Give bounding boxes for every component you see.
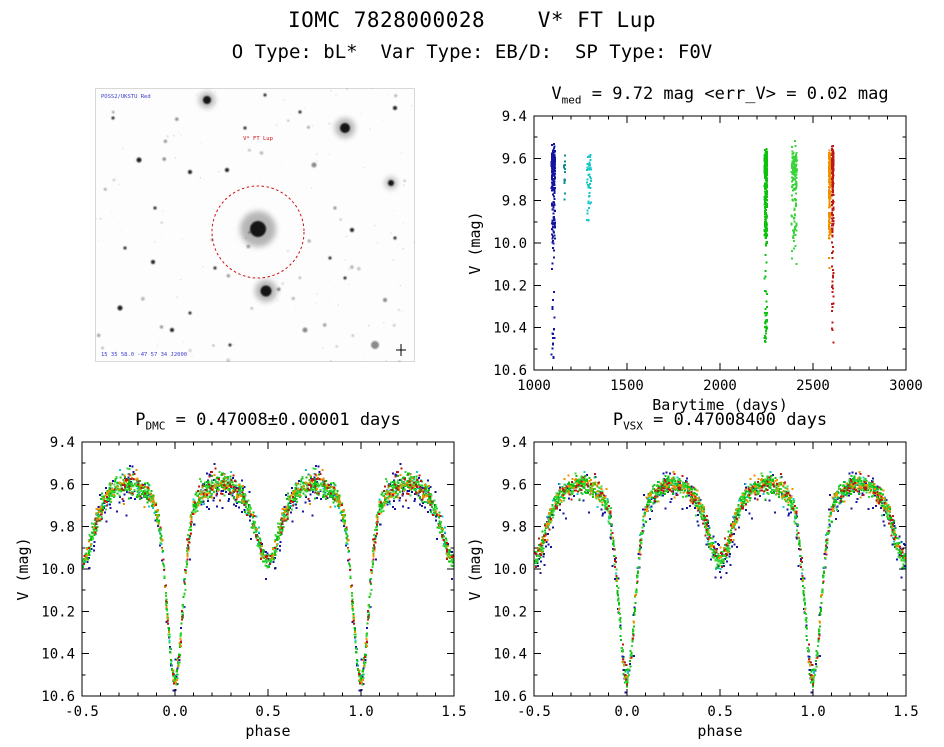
- phase-dmc-title: PDMC = 0.47008±0.00001 days: [82, 410, 454, 432]
- x-tick-label: -0.5: [517, 704, 551, 720]
- x-tick-label: 1.0: [348, 704, 373, 720]
- finder-survey-label: POSS2/UKSTU Red: [101, 94, 151, 100]
- x-tick-label: 1500: [610, 378, 644, 394]
- x-tick-label: 1.5: [893, 704, 918, 720]
- x-tick-label: -0.5: [65, 704, 99, 720]
- phase_vsx-labels: -0.5 0.0 0.5 1.0 1.5 9.4 9.6 9.8 10.0 10.2 10.4 10.…: [466, 435, 919, 740]
- x-tick-label: 2000: [703, 378, 737, 394]
- phase-vsx-panel: PVSX = 0.47008400 days -0.5 0.0 0.5 1.0 1.5 9…: [462, 410, 922, 744]
- y-tick-label: 10.4: [493, 647, 527, 663]
- phase-vsx-plot: -0.5 0.0 0.5 1.0 1.5 9.4 9.6 9.8 10.0 10.2 10.4 10.…: [466, 435, 919, 740]
- finder-scale-mark: [396, 344, 406, 356]
- y-tick-label: 10.6: [41, 689, 75, 705]
- y-tick-label: 10.0: [493, 236, 527, 252]
- title-var: P: [612, 410, 624, 430]
- x-tick-label: 1.0: [800, 704, 825, 720]
- x-axis-label: phase: [697, 722, 742, 740]
- x-tick-label: 0.0: [162, 704, 187, 720]
- title-var: V: [551, 84, 562, 104]
- barytime-points: [550, 140, 835, 360]
- finder-coords-label: 15 35 58.0 -47 57 34 J2000: [101, 352, 187, 358]
- x-tick-label: 1.5: [441, 704, 466, 720]
- finder-panel: V* FT Lup POSS2/UKSTU Red 15 35 58.0 -47…: [95, 88, 416, 366]
- y-tick-label: 9.4: [502, 435, 527, 451]
- phase-dmc-panel: PDMC = 0.47008±0.00001 days -0.5 0.0 0.5 1.…: [10, 410, 470, 744]
- title-subscript: DMC: [145, 419, 166, 433]
- phase-vsx-title: PVSX = 0.47008400 days: [534, 410, 906, 432]
- title-var: P: [135, 410, 146, 430]
- y-tick-label: 9.8: [502, 194, 527, 210]
- page-title: IOMC 7828000028 V* FT Lup: [287, 8, 656, 32]
- barytime-axes: [533, 115, 907, 371]
- y-tick-label: 9.6: [502, 151, 527, 167]
- y-tick-label: 10.0: [493, 562, 527, 578]
- x-axis-label: Barytime (days): [652, 396, 787, 414]
- y-tick-label: 9.6: [502, 477, 527, 493]
- y-axis-label: V (mag): [466, 537, 484, 600]
- phase-dmc-plot: -0.5 0.0 0.5 1.0 1.5 9.4 9.6 9.8 10.0 10.2 10.4 10.…: [14, 435, 467, 740]
- x-tick-label: 2500: [796, 378, 830, 394]
- y-tick-label: 9.8: [502, 520, 527, 536]
- y-tick-label: 10.4: [41, 647, 75, 663]
- phase_dmc-points: [82, 463, 454, 692]
- phase_dmc-axes: [81, 441, 455, 697]
- finder-chart: V* FT Lup POSS2/UKSTU Red 15 35 58.0 -47…: [95, 88, 416, 363]
- page-subtitle: O Type: bL* Var Type: EB/D: SP Type: F0V: [231, 41, 713, 63]
- x-tick-label: 0.5: [707, 704, 732, 720]
- x-tick-label: 1000: [517, 378, 551, 394]
- y-tick-label: 9.8: [50, 520, 75, 536]
- y-axis-label: V (mag): [466, 211, 484, 274]
- x-tick-label: 0.5: [255, 704, 280, 720]
- barytime-labels: 1000 1500 2000 2500 3000 9.4 9.6 9.8 10.0 10.2 10.…: [466, 109, 923, 414]
- barytime-plot: 1000 1500 2000 2500 3000 9.4 9.6 9.8 10.0 10.2 10.…: [466, 109, 923, 414]
- title-subscript: med: [561, 93, 582, 107]
- y-tick-label: 10.2: [493, 604, 527, 620]
- title-text: = 0.47008400 days: [642, 410, 828, 430]
- star-field: [95, 88, 416, 363]
- y-tick-label: 10.2: [41, 604, 75, 620]
- y-tick-label: 10.4: [493, 321, 527, 337]
- phase_dmc-labels: -0.5 0.0 0.5 1.0 1.5 9.4 9.6 9.8 10.0 10.2 10.4 10.…: [14, 435, 467, 740]
- title-text: = 0.47008±0.00001 days: [165, 410, 401, 430]
- x-tick-label: 3000: [889, 378, 922, 394]
- barytime-title: Vmed = 9.72 mag <err_V> = 0.02 mag: [534, 84, 906, 106]
- x-axis-label: phase: [245, 722, 290, 740]
- photometry-aperture-circle: [211, 185, 305, 279]
- x-tick-label: 0.0: [614, 704, 639, 720]
- y-tick-label: 10.6: [493, 689, 527, 705]
- y-axis-label: V (mag): [14, 537, 32, 600]
- y-tick-label: 9.6: [50, 477, 75, 493]
- finder-target-label: V* FT Lup: [243, 136, 273, 142]
- y-tick-label: 9.4: [502, 109, 527, 125]
- title-subscript: VSX: [623, 419, 643, 433]
- y-tick-label: 9.4: [50, 435, 75, 451]
- phase_vsx-points: [534, 470, 906, 694]
- title-text: = 9.72 mag <err_V> = 0.02 mag: [581, 84, 889, 104]
- y-tick-label: 10.0: [41, 562, 75, 578]
- phase_vsx-axes: [533, 441, 907, 697]
- barytime-panel: Vmed = 9.72 mag <err_V> = 0.02 mag 1000 1…: [462, 84, 923, 418]
- y-tick-label: 10.6: [493, 363, 527, 379]
- y-tick-label: 10.2: [493, 278, 527, 294]
